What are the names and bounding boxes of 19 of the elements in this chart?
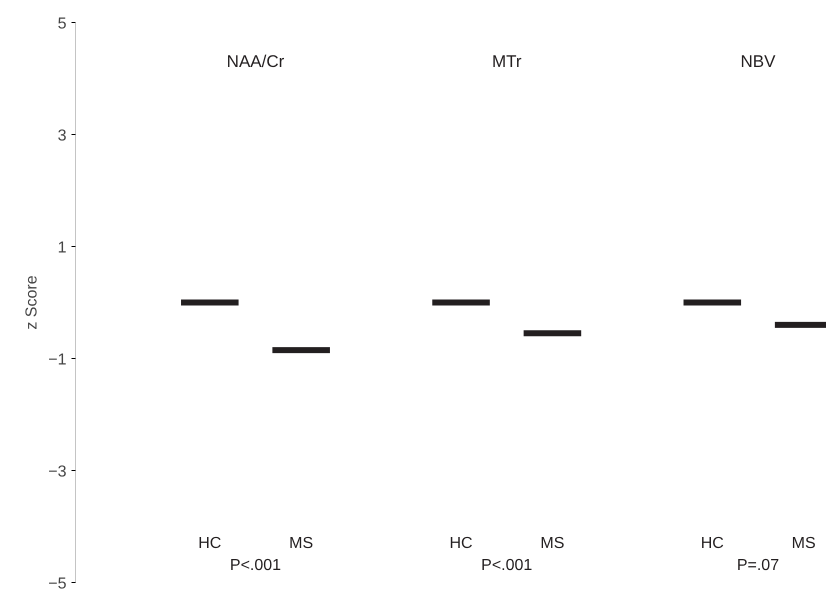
x-tick-label: MS	[540, 534, 564, 552]
x-tick-label: HC	[198, 534, 222, 552]
y-tick-label: 3	[58, 128, 67, 144]
x-tick-label: HC	[700, 534, 724, 552]
y-axis-title: z Score	[23, 275, 40, 330]
y-tick-label: −3	[48, 464, 67, 480]
y-tick-label: 5	[58, 16, 67, 32]
annotation: P=.07	[736, 557, 780, 574]
annotation: P<.001	[481, 557, 532, 574]
annotation: NAA/Cr	[226, 52, 285, 72]
annotation: P<.001	[230, 557, 282, 574]
x-tick-label: HC	[449, 534, 473, 552]
y-tick-label: −1	[48, 352, 67, 368]
x-tick-label: MS	[289, 534, 314, 552]
annotation: NBV	[740, 52, 776, 72]
y-tick-label: 1	[58, 240, 67, 256]
y-tick-label: −5	[48, 576, 67, 592]
x-tick-label: MS	[792, 534, 816, 552]
annotation: MTr	[492, 52, 522, 72]
